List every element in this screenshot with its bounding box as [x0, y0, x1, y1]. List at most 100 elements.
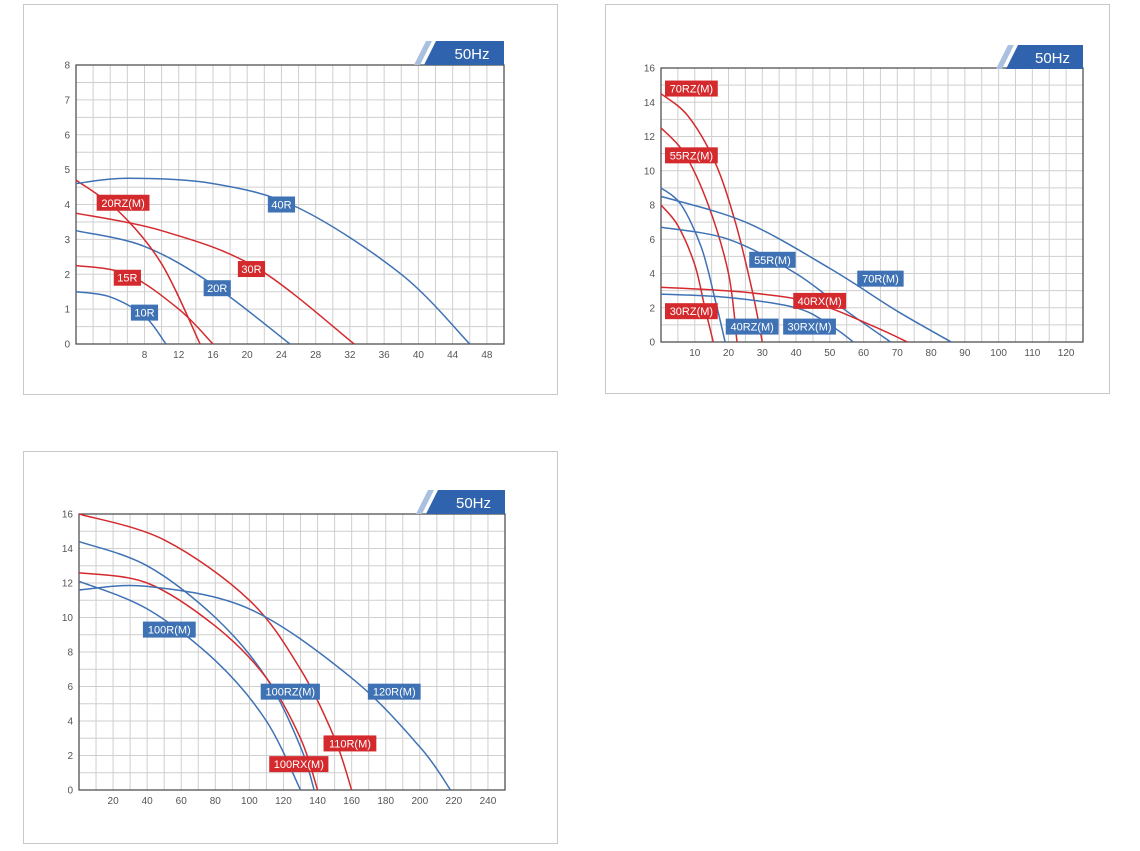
series-label: 55R(M) — [749, 251, 796, 268]
series-line-40rzm — [660, 187, 726, 343]
series-label-box — [749, 251, 796, 268]
y-tick-label: 8 — [64, 61, 70, 72]
series-label-text: 70RZ(M) — [670, 84, 713, 96]
series-label-text: 10R — [134, 308, 154, 320]
series-label: 40R — [267, 196, 296, 213]
series-label-text: 100RX(M) — [274, 759, 324, 771]
y-tick-label: 7 — [64, 95, 70, 106]
x-tick-label: 20 — [242, 350, 254, 361]
series-label-text: 40RX(M) — [798, 296, 842, 308]
series-label: 70R(M) — [857, 270, 904, 287]
series-label-box — [237, 261, 266, 278]
x-tick-label: 100 — [990, 348, 1007, 359]
y-tick-label: 0 — [649, 338, 655, 349]
series-label-text: 15R — [117, 273, 137, 285]
series-label-text: 20RZ(M) — [101, 198, 144, 210]
x-tick-label: 48 — [481, 350, 493, 361]
y-tick-label: 16 — [62, 510, 74, 521]
series-line-30r — [75, 212, 355, 345]
x-tick-label: 36 — [379, 350, 391, 361]
series-label-box — [130, 304, 159, 321]
series-line-55rzm — [660, 127, 738, 343]
series-label: 20RZ(M) — [96, 194, 150, 211]
x-tick-label: 50 — [824, 348, 836, 359]
x-tick-label: 70 — [892, 348, 904, 359]
series-label-text: 40R — [271, 200, 291, 212]
x-tick-label: 200 — [411, 796, 428, 807]
series-label-box — [664, 147, 718, 164]
y-tick-label: 6 — [67, 682, 73, 693]
y-tick-label: 5 — [64, 165, 70, 176]
y-tick-label: 8 — [67, 648, 73, 659]
grid — [78, 513, 506, 791]
series-label-box — [793, 292, 847, 309]
series-label-box — [113, 269, 141, 286]
x-tick-label: 80 — [210, 796, 222, 807]
series-line-100rzm — [78, 540, 315, 791]
y-tick-label: 2 — [649, 303, 655, 314]
series-label: 20R — [203, 280, 231, 297]
y-tick-label: 3 — [64, 235, 70, 246]
series-label-text: 40RZ(M) — [730, 322, 773, 334]
x-tick-label: 12 — [173, 350, 185, 361]
x-tick-label: 140 — [309, 796, 326, 807]
series-label-text: 100RZ(M) — [266, 687, 316, 699]
y-tick-label: 4 — [67, 717, 73, 728]
chart-panel-3: 20 40 60 80 100 120 140 160 180 200 220 240 0 2 4 6 8 10 1… — [23, 451, 558, 844]
plot-frame — [78, 513, 506, 791]
x-tick-label: 20 — [723, 348, 735, 359]
x-tick-label: 60 — [858, 348, 870, 359]
x-tick-label: 110 — [1024, 348, 1040, 359]
chart-panel-2: 10 20 30 40 50 60 70 80 90 100 110 120 0 2 4 6 8 10 12 14 16… — [605, 4, 1110, 394]
frequency-tab: 50Hz — [996, 45, 1083, 69]
series-label: 40RZ(M) — [725, 318, 779, 335]
series-label-text: 120R(M) — [373, 687, 416, 699]
series-label: 30R — [237, 261, 266, 278]
y-tick-label: 0 — [64, 340, 70, 351]
frequency-tab: 50Hz — [416, 490, 505, 514]
y-tick-label: 4 — [649, 269, 655, 280]
series-label: 120R(M) — [367, 683, 421, 700]
y-tick-label: 0 — [67, 786, 73, 797]
tab-background — [1006, 45, 1083, 69]
series-label-box — [367, 683, 421, 700]
series-line-100rm — [78, 580, 302, 791]
series-line-70rm — [660, 195, 952, 343]
series-label-box — [857, 270, 904, 287]
frequency-label: 50Hz — [456, 495, 491, 512]
y-tick-label: 14 — [62, 544, 74, 555]
frequency-tab: 50Hz — [414, 41, 504, 65]
x-tick-label: 28 — [310, 350, 322, 361]
x-tick-label: 8 — [142, 350, 148, 361]
series-label-text: 20R — [207, 283, 227, 295]
x-tick-label: 32 — [344, 350, 356, 361]
tab-background — [424, 41, 504, 65]
y-tick-label: 6 — [649, 235, 655, 246]
y-tick-label: 12 — [644, 132, 656, 143]
series-label: 55RZ(M) — [664, 147, 718, 164]
x-tick-label: 20 — [108, 796, 120, 807]
chart-svg-3: 20 40 60 80 100 120 140 160 180 200 220 240 0 2 4 6 8 10 1… — [62, 490, 506, 807]
series-label-text: 30RX(M) — [788, 322, 832, 334]
tab-stripe — [996, 45, 1014, 69]
series-line-10r — [75, 290, 167, 345]
x-tick-label: 180 — [377, 796, 394, 807]
series-label: 100R(M) — [142, 621, 196, 638]
x-tick-label: 60 — [176, 796, 188, 807]
y-tick-label: 16 — [644, 64, 656, 75]
series-label-text: 110R(M) — [329, 738, 371, 750]
series-line-20rzm — [75, 179, 201, 345]
x-tick-label: 120 — [275, 796, 292, 807]
x-tick-label: 160 — [343, 796, 360, 807]
y-tick-label: 6 — [64, 130, 70, 141]
series-label: 15R — [113, 269, 141, 286]
series-label-text: 55RZ(M) — [670, 150, 713, 162]
series-label-box — [267, 196, 296, 213]
series-label: 30RZ(M) — [664, 303, 718, 320]
series-label-text: 70R(M) — [862, 274, 899, 286]
tab-background — [426, 490, 505, 514]
y-tick-label: 1 — [64, 305, 70, 316]
series-label-box — [142, 621, 196, 638]
tab-stripe — [416, 490, 434, 514]
series-label: 10R — [130, 304, 159, 321]
